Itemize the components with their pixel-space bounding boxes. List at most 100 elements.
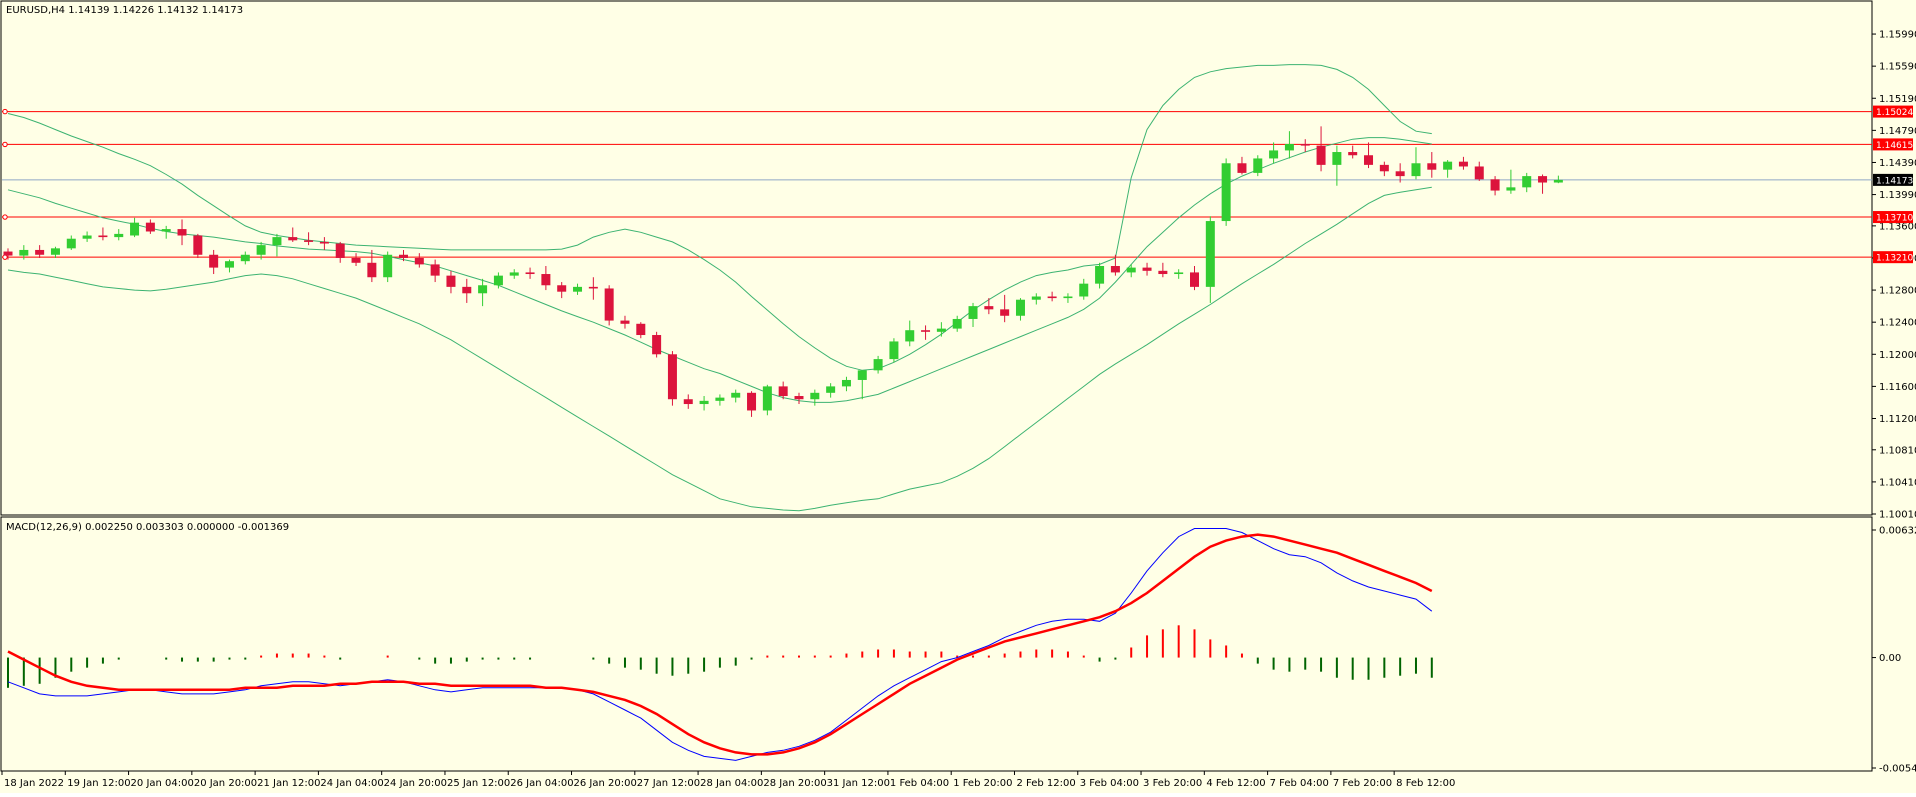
candle-bear bbox=[193, 235, 203, 255]
candle-bear bbox=[984, 306, 994, 310]
candle-bull bbox=[1079, 283, 1089, 297]
candle-bull bbox=[810, 392, 820, 400]
candle-bear bbox=[921, 330, 931, 332]
candle-bull bbox=[224, 261, 234, 268]
candle-bull bbox=[19, 249, 29, 256]
price-tick-label: 1.10410 bbox=[1879, 477, 1916, 488]
candle-bear bbox=[1395, 171, 1405, 177]
candle-bear bbox=[652, 335, 662, 355]
time-tick-label: 20 Jan 04:00 bbox=[131, 778, 194, 789]
candle-bear bbox=[1047, 296, 1057, 299]
current-price-tag-bg bbox=[1873, 173, 1913, 186]
candle-bull bbox=[762, 386, 772, 411]
time-tick-label: 19 Jan 12:00 bbox=[67, 778, 130, 789]
time-tick-label: 18 Jan 2022 bbox=[4, 778, 64, 789]
time-tick-label: 31 Jan 12:00 bbox=[827, 778, 890, 789]
candle-bear bbox=[1458, 161, 1468, 167]
time-tick-label: 21 Jan 12:00 bbox=[257, 778, 320, 789]
candle-bull bbox=[1063, 296, 1073, 299]
candle-bear bbox=[588, 286, 598, 289]
candle-bear bbox=[1538, 176, 1548, 183]
candle-bull bbox=[1015, 299, 1025, 316]
candle-bull bbox=[82, 235, 92, 239]
level-price-tag: 1.15024 bbox=[1876, 108, 1913, 118]
bollinger-bands bbox=[7, 64, 1432, 512]
candle-bear bbox=[1000, 309, 1010, 316]
candle-bear bbox=[414, 257, 424, 265]
price-tick-label: 1.12800 bbox=[1879, 286, 1916, 297]
candle-bull bbox=[1553, 179, 1563, 183]
macd-tick-label: -0.005476 bbox=[1879, 764, 1916, 775]
candle-bear bbox=[177, 229, 187, 236]
candle-bull bbox=[130, 222, 140, 236]
time-tick-label: 26 Jan 20:00 bbox=[574, 778, 637, 789]
level-price-tag-bg bbox=[1873, 138, 1913, 151]
candle-bear bbox=[1190, 272, 1199, 287]
candle-bear bbox=[557, 285, 567, 292]
macd-axis: 0.006326 0.00 -0.005476 bbox=[1872, 526, 1916, 775]
candle-bull bbox=[509, 272, 519, 276]
price-axis: 1.15990 1.15590 1.15190 1.14790 1.14390 1.139… bbox=[1872, 30, 1916, 521]
candle-bear bbox=[319, 241, 329, 244]
band-lower-line bbox=[7, 186, 1432, 512]
candle-bull bbox=[1411, 163, 1421, 177]
candle-bull bbox=[1031, 296, 1041, 300]
time-tick-label: 24 Jan 04:00 bbox=[320, 778, 383, 789]
symbol-header: EURUSD,H4 1.14139 1.14226 1.14132 1.1417… bbox=[6, 5, 243, 16]
candle-bear bbox=[1348, 152, 1358, 156]
candle-bear bbox=[1364, 155, 1374, 165]
macd-histogram bbox=[7, 625, 1433, 688]
candle-bull bbox=[1443, 161, 1453, 170]
candle-bear bbox=[1237, 163, 1247, 173]
time-tick-label: 7 Feb 04:00 bbox=[1270, 778, 1329, 789]
candle-bull bbox=[857, 370, 867, 380]
price-tick-label: 1.10010 bbox=[1879, 510, 1916, 521]
macd-line bbox=[7, 528, 1433, 761]
candle-bear bbox=[1474, 166, 1484, 180]
price-tick-label: 1.11600 bbox=[1879, 382, 1916, 393]
time-tick-label: 26 Jan 04:00 bbox=[510, 778, 573, 789]
time-tick-label: 3 Feb 04:00 bbox=[1080, 778, 1139, 789]
price-tick-label: 1.15990 bbox=[1879, 30, 1916, 41]
level-anchor bbox=[2, 108, 8, 115]
current-price-tag: 1.14173 bbox=[1876, 176, 1913, 186]
candle-bear bbox=[462, 286, 472, 294]
candle-bull bbox=[161, 229, 171, 232]
price-tick-label: 1.13990 bbox=[1879, 190, 1916, 201]
price-tick-label: 1.15590 bbox=[1879, 62, 1916, 73]
candle-bull bbox=[493, 275, 503, 286]
price-tick-label: 1.12000 bbox=[1879, 350, 1916, 361]
candle-bear bbox=[604, 288, 614, 321]
candle-bull bbox=[826, 386, 836, 393]
candle-bear bbox=[98, 235, 108, 238]
candle-bear bbox=[778, 386, 788, 397]
level-price-tag-bg bbox=[1873, 105, 1913, 118]
price-tick-label: 1.13600 bbox=[1879, 221, 1916, 232]
time-axis: 18 Jan 2022 19 Jan 12:00 20 Jan 04:00 20 Ja… bbox=[1, 771, 1455, 789]
time-tick-label: 4 Feb 12:00 bbox=[1206, 778, 1265, 789]
candle-bear bbox=[3, 251, 13, 256]
macd-tick-label: 0.00 bbox=[1879, 653, 1901, 664]
candle-bear bbox=[1490, 179, 1500, 191]
level-price-tag: 1.13710 bbox=[1876, 214, 1913, 224]
level-price-tag: 1.13210 bbox=[1876, 254, 1913, 264]
candle-bull bbox=[1095, 266, 1105, 284]
candle-bear bbox=[636, 323, 646, 336]
candle-bull bbox=[272, 237, 282, 246]
signal-line bbox=[7, 533, 1433, 756]
candle-bear bbox=[620, 320, 630, 324]
candle-bull bbox=[952, 318, 962, 329]
candle-bull bbox=[1332, 152, 1342, 165]
candle-bull bbox=[936, 328, 946, 332]
candle-bear bbox=[304, 240, 314, 242]
time-tick-label: 7 Feb 20:00 bbox=[1333, 778, 1392, 789]
candle-bear bbox=[1316, 145, 1326, 165]
candle-bull bbox=[1126, 267, 1136, 273]
candle-bull bbox=[478, 285, 488, 294]
candle-bear bbox=[335, 243, 345, 258]
candle-bear bbox=[667, 354, 677, 400]
time-tick-label: 28 Jan 20:00 bbox=[763, 778, 826, 789]
candle-bull bbox=[1269, 150, 1279, 159]
